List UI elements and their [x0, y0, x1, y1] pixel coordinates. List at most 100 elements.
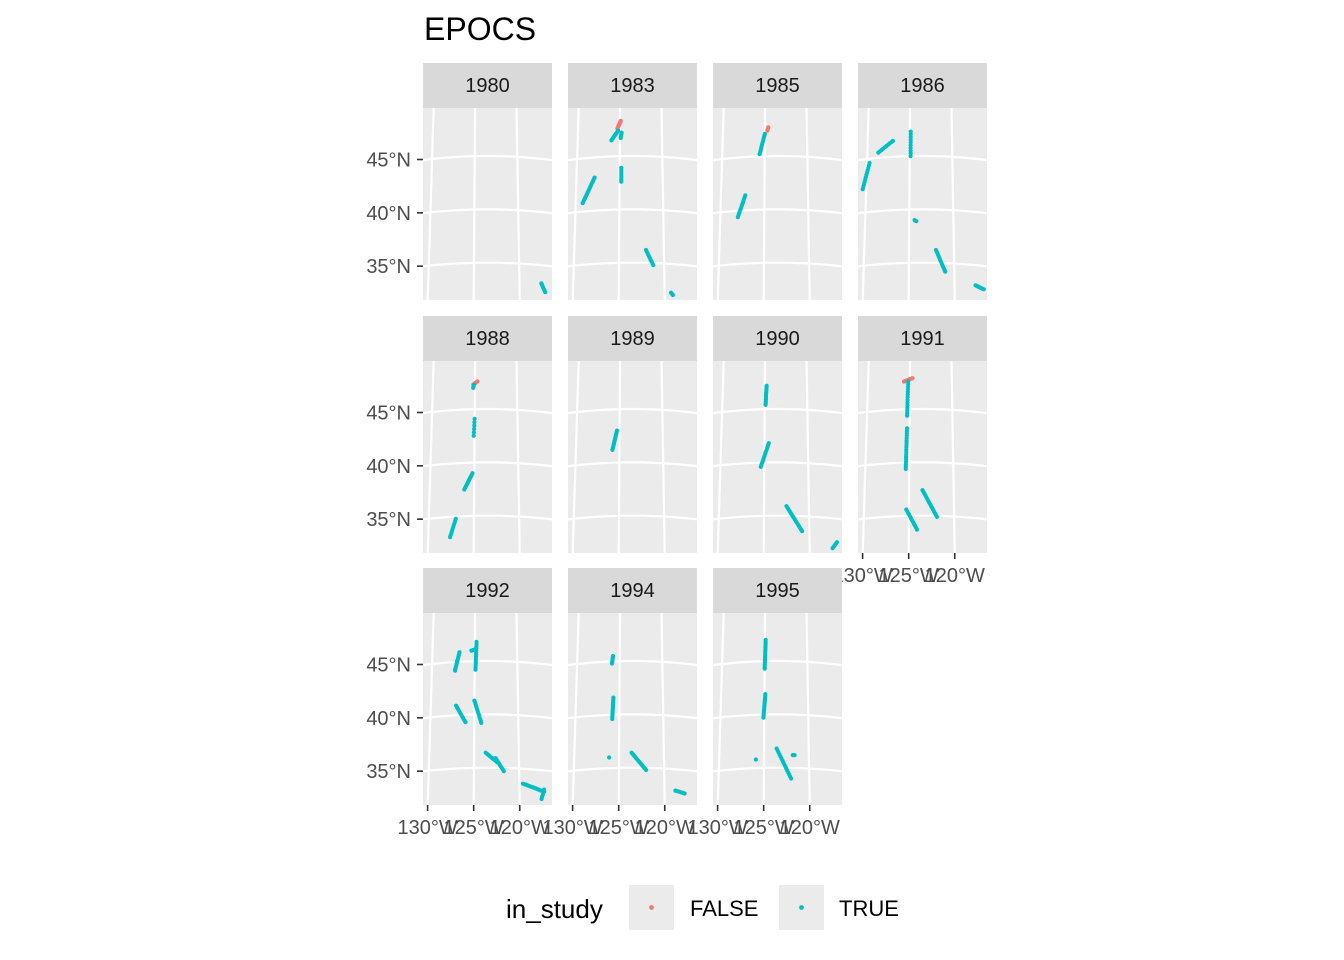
panel-background — [568, 361, 697, 553]
graticule-parallel — [423, 766, 552, 773]
data-point-true — [834, 540, 840, 545]
data-point-true — [610, 653, 616, 659]
graticule-meridian — [660, 613, 666, 805]
data-point-true — [682, 791, 687, 796]
graticule-parallel — [423, 514, 552, 521]
data-point-true — [904, 426, 910, 431]
graticule-meridian — [716, 361, 725, 553]
graticule-parallel — [568, 514, 697, 521]
graticule-parallel — [568, 766, 697, 773]
graticule-parallel — [713, 659, 842, 667]
graticule-meridian — [515, 108, 521, 300]
graticule-meridian — [426, 613, 435, 805]
graticule-meridian — [762, 108, 767, 300]
graticule-parallel — [423, 659, 552, 667]
data-point-true — [472, 416, 477, 421]
graticule-meridian — [426, 108, 435, 300]
panel-background — [568, 108, 697, 300]
data-point-true — [470, 471, 475, 476]
graticule-parallel — [858, 461, 987, 468]
y-tick-label: 40°N — [366, 456, 411, 478]
graticule-parallel — [713, 461, 842, 468]
facet-panel-1983: 1983 — [568, 63, 697, 300]
graticule-meridian — [805, 613, 811, 805]
graticule-meridian — [472, 108, 477, 300]
facet-panels: 1980 45°N 40°N 35°N 1983 1985 1986 1988 45°N 40°N… — [366, 63, 987, 839]
legend-swatch-true — [799, 905, 804, 910]
graticule-parallel — [423, 154, 552, 162]
y-tick-label: 40°N — [366, 203, 411, 225]
data-point-true — [472, 426, 477, 432]
data-point-true — [592, 175, 597, 180]
data-point-true — [753, 757, 759, 762]
facet-strip-label: 1995 — [755, 580, 800, 602]
data-point-true — [501, 769, 506, 774]
data-point-true — [611, 695, 616, 700]
y-tick-label: 45°N — [366, 403, 411, 425]
graticule-meridian — [805, 361, 811, 553]
x-tick-label: 120°W — [925, 565, 985, 587]
graticule-parallel — [713, 514, 842, 521]
legend-label-false: FALSE — [690, 896, 758, 921]
facet-strip — [568, 63, 697, 108]
facet-strip-label: 1990 — [755, 328, 800, 350]
graticule-parallel — [423, 261, 552, 268]
legend: in_study FALSE TRUE — [506, 885, 899, 930]
legend-label-true: TRUE — [839, 896, 899, 921]
facet-panel-1988: 1988 45°N 40°N 35°N — [366, 316, 552, 553]
graticule-meridian — [950, 361, 956, 553]
x-tick-label: 130°W — [397, 817, 457, 839]
data-point-true — [474, 639, 479, 645]
graticule-meridian — [907, 108, 912, 300]
data-point-true — [472, 420, 477, 425]
data-point-false — [618, 118, 623, 123]
x-tick-label: 120°W — [635, 817, 695, 839]
facet-strip-label: 1989 — [610, 328, 655, 350]
facet-strip — [858, 63, 987, 108]
x-tick-label: 125°W — [589, 817, 649, 839]
data-point-true — [479, 720, 484, 726]
graticule-parallel — [713, 154, 842, 162]
graticule-meridian — [571, 108, 580, 300]
facet-panel-1990: 1990 — [713, 316, 842, 553]
data-point-true — [463, 720, 468, 725]
facet-strip — [858, 316, 987, 361]
graticule-meridian — [571, 613, 580, 805]
data-point-true — [906, 379, 911, 384]
graticule-parallel — [858, 514, 987, 521]
facet-panel-1989: 1989 — [568, 316, 697, 553]
data-point-true — [472, 382, 477, 387]
graticule-parallel — [568, 461, 697, 468]
x-tick-label: 125°W — [444, 817, 504, 839]
graticule-meridian — [861, 361, 870, 553]
graticule-meridian — [571, 361, 580, 553]
y-tick-label: 35°N — [366, 256, 411, 278]
data-point-true — [614, 428, 620, 433]
y-tick-label: 45°N — [366, 150, 411, 172]
data-point-true — [914, 219, 919, 224]
data-point-true — [763, 637, 768, 642]
x-tick-label: 130°W — [542, 817, 602, 839]
panel-background — [423, 613, 552, 805]
data-point-true — [453, 516, 458, 521]
data-point-true — [800, 529, 805, 534]
data-point-true — [766, 441, 771, 446]
facet-panel-1986: 1986 — [858, 63, 987, 300]
y-tick-label: 40°N — [366, 708, 411, 730]
data-point-true — [908, 129, 913, 134]
x-tick-label: 125°W — [734, 817, 794, 839]
graticule-meridian — [805, 108, 811, 300]
x-tick-label: 125°W — [879, 565, 939, 587]
data-point-true — [943, 269, 948, 274]
data-point-true — [914, 527, 920, 532]
graticule-parallel — [858, 208, 987, 215]
graticule-parallel — [568, 713, 697, 720]
data-point-true — [764, 383, 769, 388]
x-tick-label: 130°W — [832, 565, 892, 587]
data-point-false — [766, 125, 771, 130]
graticule-meridian — [861, 108, 870, 300]
graticule-parallel — [713, 713, 842, 720]
facet-strip-label: 1992 — [465, 580, 510, 602]
